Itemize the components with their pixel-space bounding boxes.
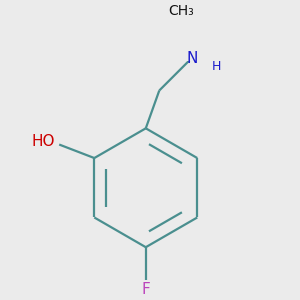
Text: H: H <box>212 60 221 73</box>
Text: N: N <box>186 51 197 66</box>
Text: HO: HO <box>32 134 55 149</box>
Text: CH₃: CH₃ <box>168 4 194 18</box>
Text: F: F <box>141 282 150 297</box>
